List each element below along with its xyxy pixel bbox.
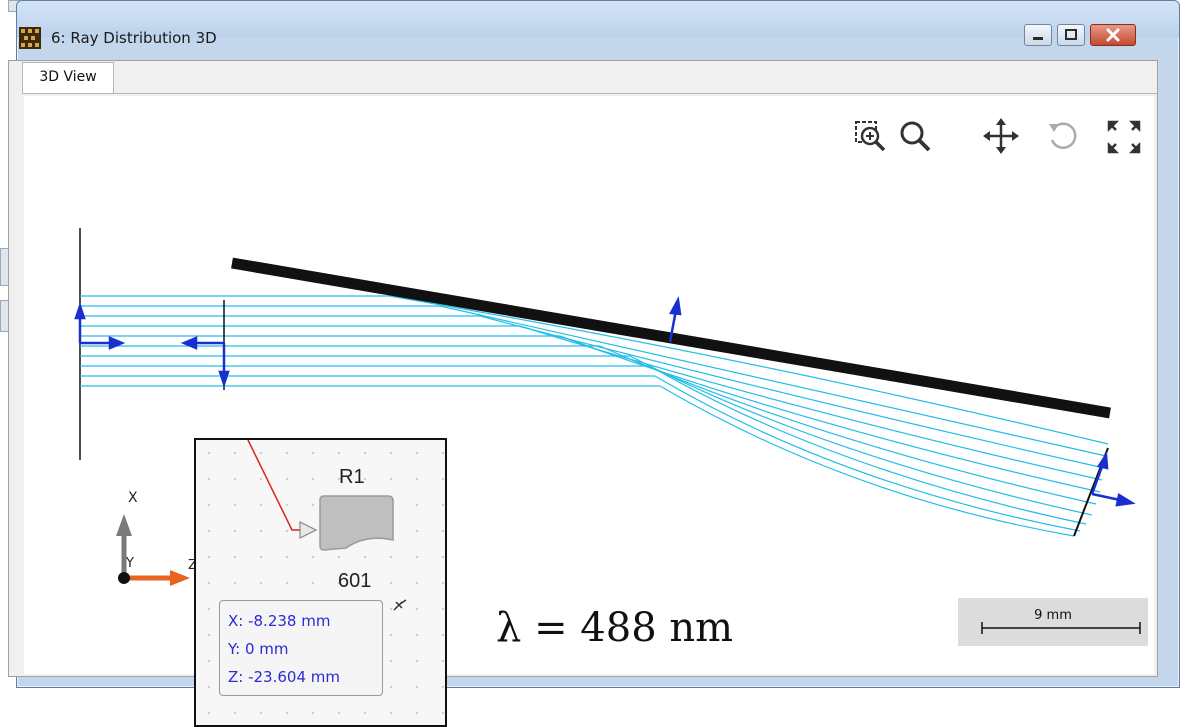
scale-bar: 9 mm <box>958 598 1148 646</box>
axes-triad <box>116 514 190 586</box>
fit-view-icon[interactable] <box>1106 116 1142 156</box>
axis-z-label: Z <box>188 558 197 573</box>
zoom-region-icon[interactable] <box>852 116 888 156</box>
inset-graphics <box>247 440 407 611</box>
minimize-button[interactable] <box>1024 24 1052 46</box>
window-title: 6: Ray Distribution 3D <box>51 29 217 47</box>
coord-y: Y: 0 mm <box>228 640 289 658</box>
close-button[interactable] <box>1090 24 1136 46</box>
restore-icon <box>1065 29 1077 40</box>
axis-x-label: X <box>128 490 138 506</box>
reflected-rays <box>389 295 1109 537</box>
zoom-icon[interactable] <box>897 116 933 156</box>
component-id: 601 <box>338 570 372 592</box>
normal-arrows <box>74 296 1136 507</box>
axis-y-label: Y <box>126 556 134 571</box>
component-label: R1 <box>339 466 365 488</box>
tab-divider <box>22 93 1158 94</box>
close-icon <box>1106 28 1120 42</box>
wavelength-annotation: λ = 488 nm <box>496 605 734 651</box>
pan-icon[interactable] <box>983 116 1019 156</box>
tab-3d-view[interactable]: 3D View <box>22 62 114 94</box>
scale-bar-label: 9 mm <box>1034 608 1072 623</box>
coord-z: Z: -23.604 mm <box>228 668 340 686</box>
component-block[interactable] <box>319 495 394 551</box>
coord-x: X: -8.238 mm <box>228 612 331 630</box>
pin-icon <box>393 599 407 611</box>
app-icon <box>19 27 41 49</box>
incident-rays <box>80 295 660 387</box>
scale-bar-ruler <box>981 622 1141 634</box>
rotate-icon[interactable] <box>1045 116 1081 156</box>
inset-panel: R1 601 X: -8.238 mm Y: 0 mm Z: -23.604 m… <box>194 438 447 727</box>
minimize-icon <box>1033 37 1043 40</box>
title-bar[interactable] <box>17 1 1179 37</box>
maximize-button[interactable] <box>1057 24 1085 46</box>
coordinate-tooltip: X: -8.238 mm Y: 0 mm Z: -23.604 mm <box>219 600 383 696</box>
